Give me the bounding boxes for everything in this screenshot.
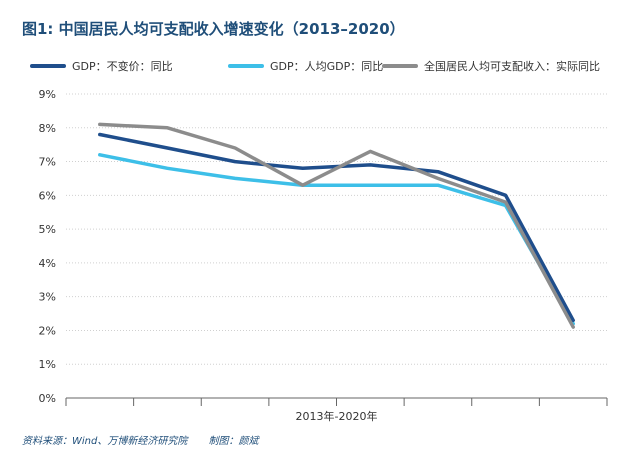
series-line-2 — [98, 122, 575, 329]
y-tick-label: 1% — [39, 358, 56, 371]
y-tick-label: 4% — [39, 257, 56, 270]
legend-swatch-income-real — [382, 64, 418, 68]
chart-legend: GDP：不变价：同比 GDP：人均GDP：同比 全国居民人均可支配收入：实际同比 — [22, 58, 631, 74]
y-tick-label: 9% — [39, 88, 56, 101]
y-tick-label: 3% — [39, 291, 56, 304]
series-line-0 — [98, 132, 575, 323]
legend-swatch-gdp-per-capita — [228, 64, 264, 68]
series-line-1 — [98, 153, 575, 326]
legend-label-gdp-per-capita: GDP：人均GDP：同比 — [270, 60, 384, 73]
legend-item-gdp-per-capita: GDP：人均GDP：同比 — [228, 58, 383, 74]
legend-item-income-real: 全国居民人均可支配收入：实际同比 — [382, 58, 600, 74]
y-tick-label: 6% — [39, 189, 56, 202]
y-tick-label: 0% — [39, 392, 56, 405]
source-text: 资料来源：Wind、万博新经济研究院 — [22, 436, 188, 447]
y-tick-label: 5% — [39, 223, 56, 236]
y-tick-label: 8% — [39, 122, 56, 135]
chart-title: 图1: 中国居民人均可支配收入增速变化（2013–2020） — [22, 20, 405, 38]
source-note: 资料来源：Wind、万博新经济研究院 制图：颜斌 — [22, 432, 277, 447]
y-tick-label: 7% — [39, 156, 56, 169]
legend-label-gdp-constant: GDP：不变价：同比 — [72, 60, 173, 73]
made-by-text: 制图：颜斌 — [208, 436, 259, 447]
x-axis-label: 2013年-2020年 — [296, 409, 378, 423]
y-tick-label: 2% — [39, 324, 56, 337]
legend-swatch-gdp-constant — [30, 64, 66, 68]
legend-item-gdp-constant: GDP：不变价：同比 — [30, 58, 173, 74]
legend-label-income-real: 全国居民人均可支配收入：实际同比 — [424, 60, 600, 73]
